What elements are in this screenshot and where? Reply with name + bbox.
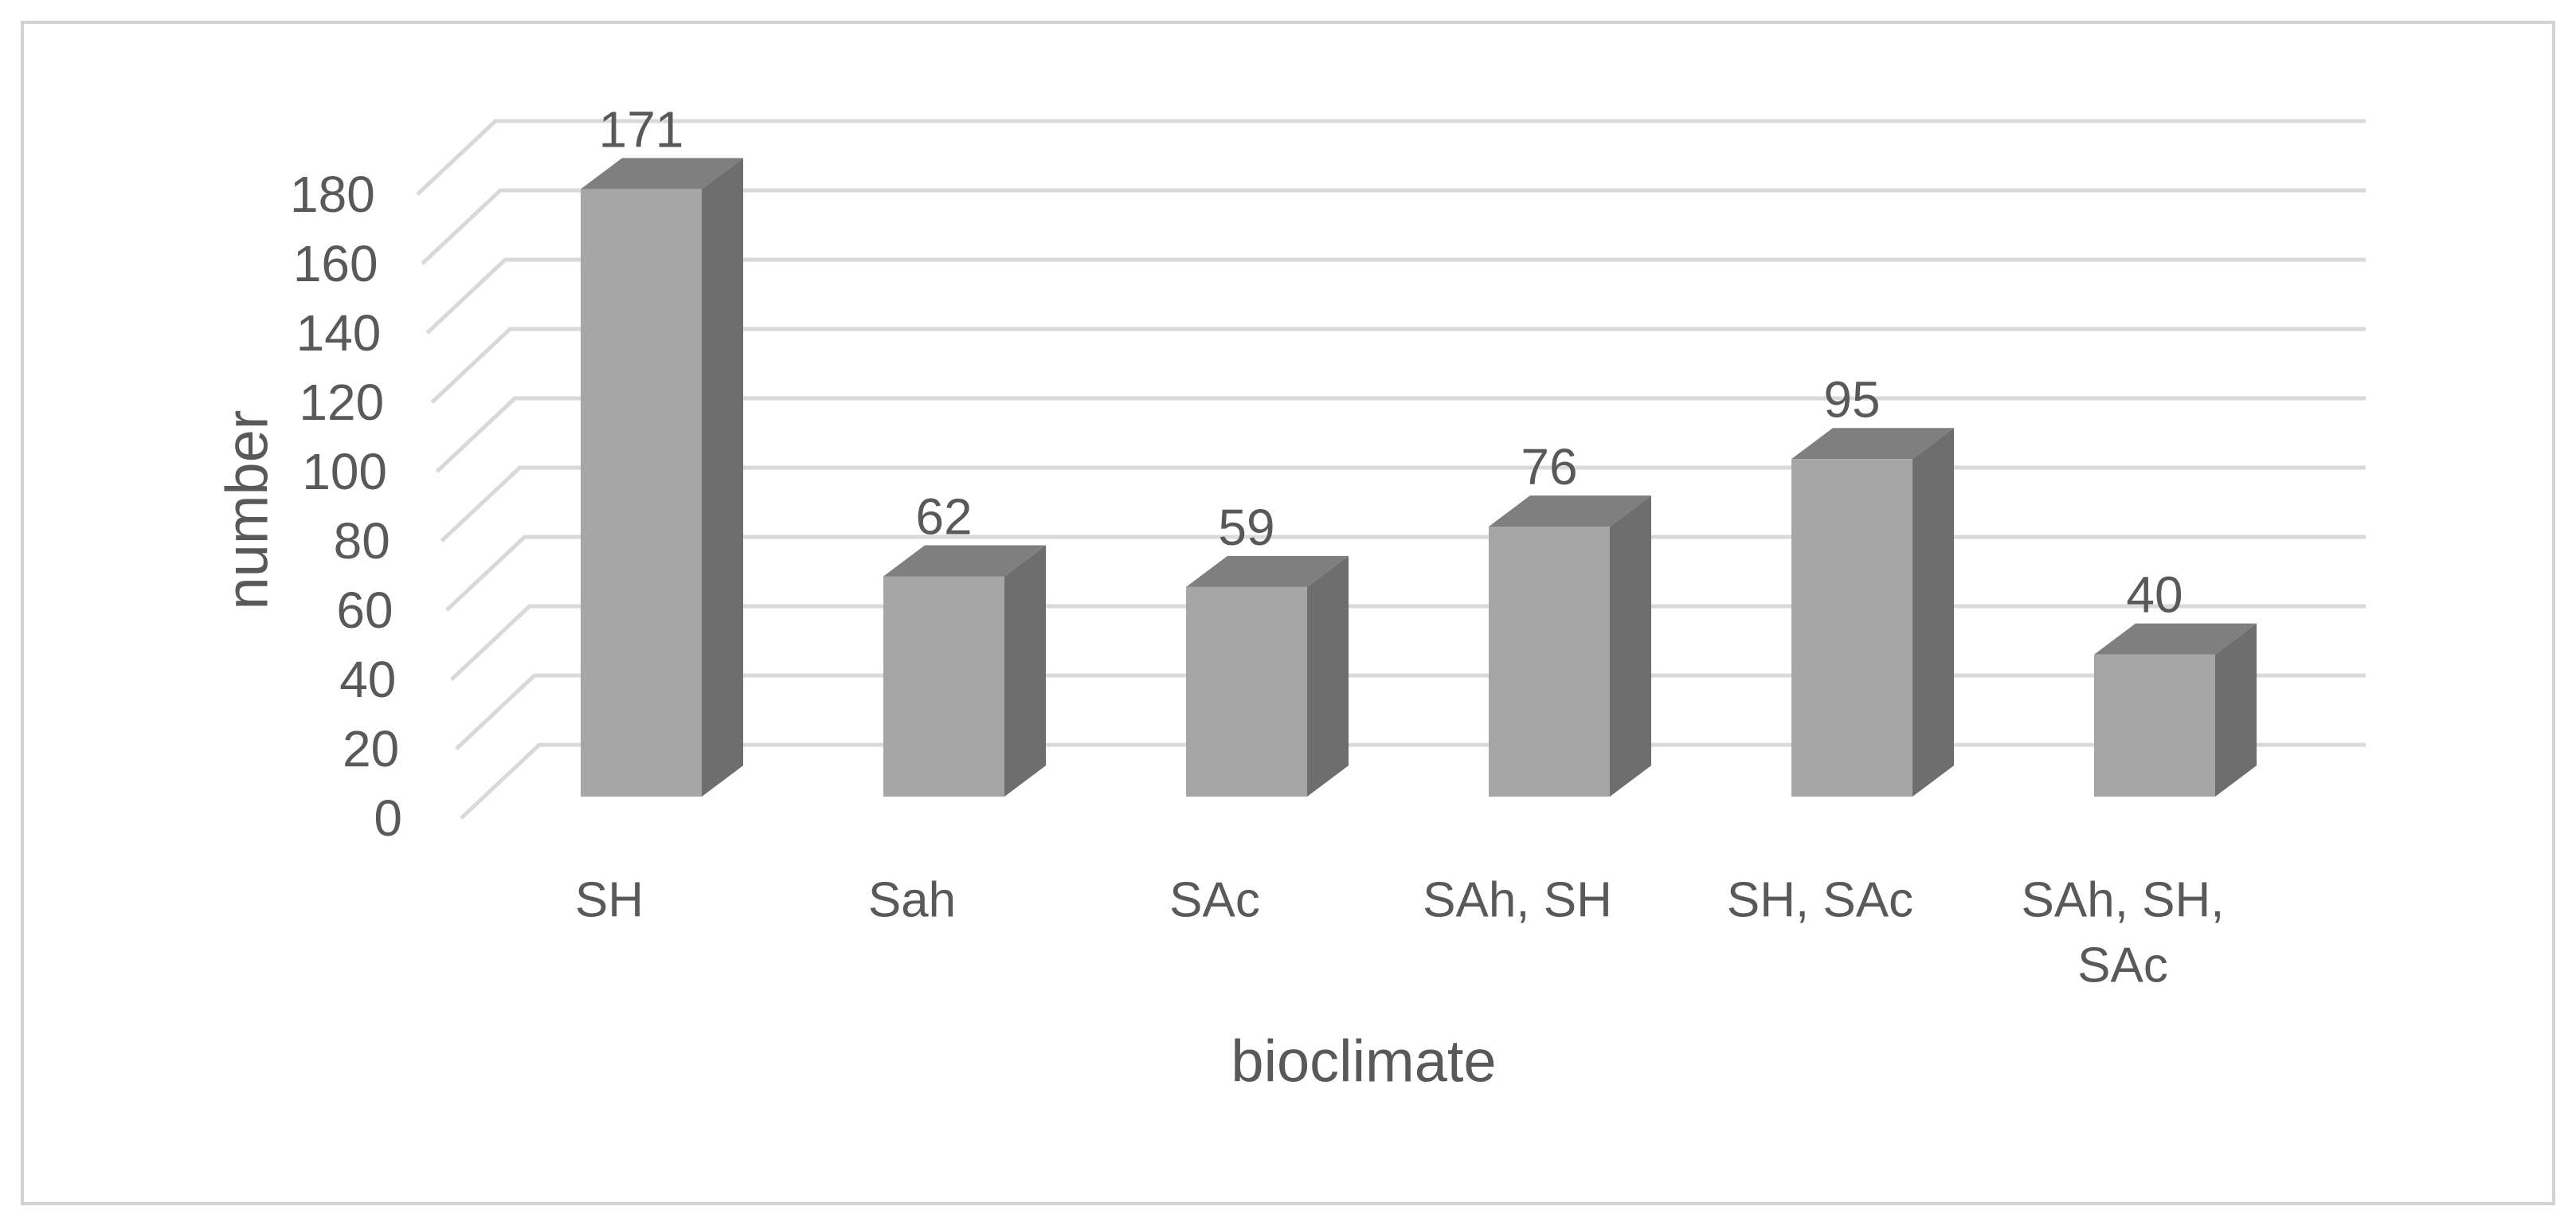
bar-data-label: 62 — [915, 488, 972, 545]
y-tick-label: 180 — [290, 166, 375, 223]
x-category-label: SH — [575, 873, 644, 928]
gridline — [435, 396, 2366, 473]
bar-SH, SAc — [1791, 428, 1954, 797]
bar-front-face — [883, 576, 1004, 797]
bar-top-face — [1489, 495, 1651, 527]
x-category-label: SAh, SH, — [2022, 873, 2225, 928]
y-tick-label: 80 — [334, 512, 390, 570]
bar-top-face — [1186, 555, 1349, 587]
bar-side-face — [1004, 545, 1046, 797]
gridline — [430, 327, 2366, 404]
bar-side-face — [2215, 623, 2257, 797]
bar-front-face — [1489, 527, 1610, 797]
gridline — [450, 604, 2366, 681]
bar-top-face — [581, 158, 743, 190]
gridline — [444, 535, 2366, 612]
y-tick-label: 20 — [343, 720, 399, 778]
bar-Sah — [883, 545, 1046, 797]
x-category-label: Sah — [868, 873, 956, 928]
x-axis-title: bioclimate — [1231, 1028, 1497, 1095]
gridline — [416, 119, 2366, 196]
y-tick-label: 140 — [296, 304, 382, 362]
y-tick-label: 120 — [299, 374, 384, 431]
bar-data-label: 76 — [1521, 438, 1577, 495]
gridline — [421, 188, 2366, 265]
bar-side-face — [1610, 495, 1651, 797]
gridline — [460, 742, 2366, 820]
y-tick-label: 60 — [336, 582, 393, 639]
x-category-label: SAc — [2077, 938, 2168, 993]
figure-border — [21, 21, 2555, 1205]
bar-SAh, SH, SAc — [2094, 623, 2257, 797]
y-tick-label: 0 — [374, 789, 402, 847]
bar-front-face — [1186, 586, 1307, 797]
bar-top-face — [883, 545, 1046, 577]
bar-SH — [581, 158, 743, 797]
x-category-label: SAh, SH — [1423, 873, 1612, 928]
bar-front-face — [2094, 654, 2215, 797]
bar-front-face — [581, 189, 702, 797]
y-axis-title: number — [213, 409, 280, 610]
x-category-label: SH, SAc — [1727, 873, 1913, 928]
bar-side-face — [1307, 555, 1349, 797]
bar-SAh, SH — [1489, 495, 1651, 797]
gridline — [425, 257, 2366, 335]
bar-data-label: 40 — [2126, 566, 2183, 624]
bar-data-label: 171 — [599, 100, 684, 158]
y-tick-label: 100 — [302, 443, 387, 500]
y-tick-label: 160 — [293, 235, 378, 292]
bar-data-label: 59 — [1218, 499, 1274, 556]
gridline — [455, 673, 2366, 750]
bar-SAc — [1186, 555, 1349, 797]
bar-side-face — [702, 158, 743, 797]
bar-top-face — [1791, 428, 1954, 460]
gridline — [440, 465, 2366, 542]
bar-data-label: 95 — [1823, 370, 1880, 428]
x-category-label: SAc — [1169, 873, 1260, 928]
bar-side-face — [1912, 428, 1954, 797]
y-tick-label: 40 — [339, 651, 396, 708]
bar-top-face — [2094, 623, 2257, 655]
bar-front-face — [1791, 459, 1912, 797]
